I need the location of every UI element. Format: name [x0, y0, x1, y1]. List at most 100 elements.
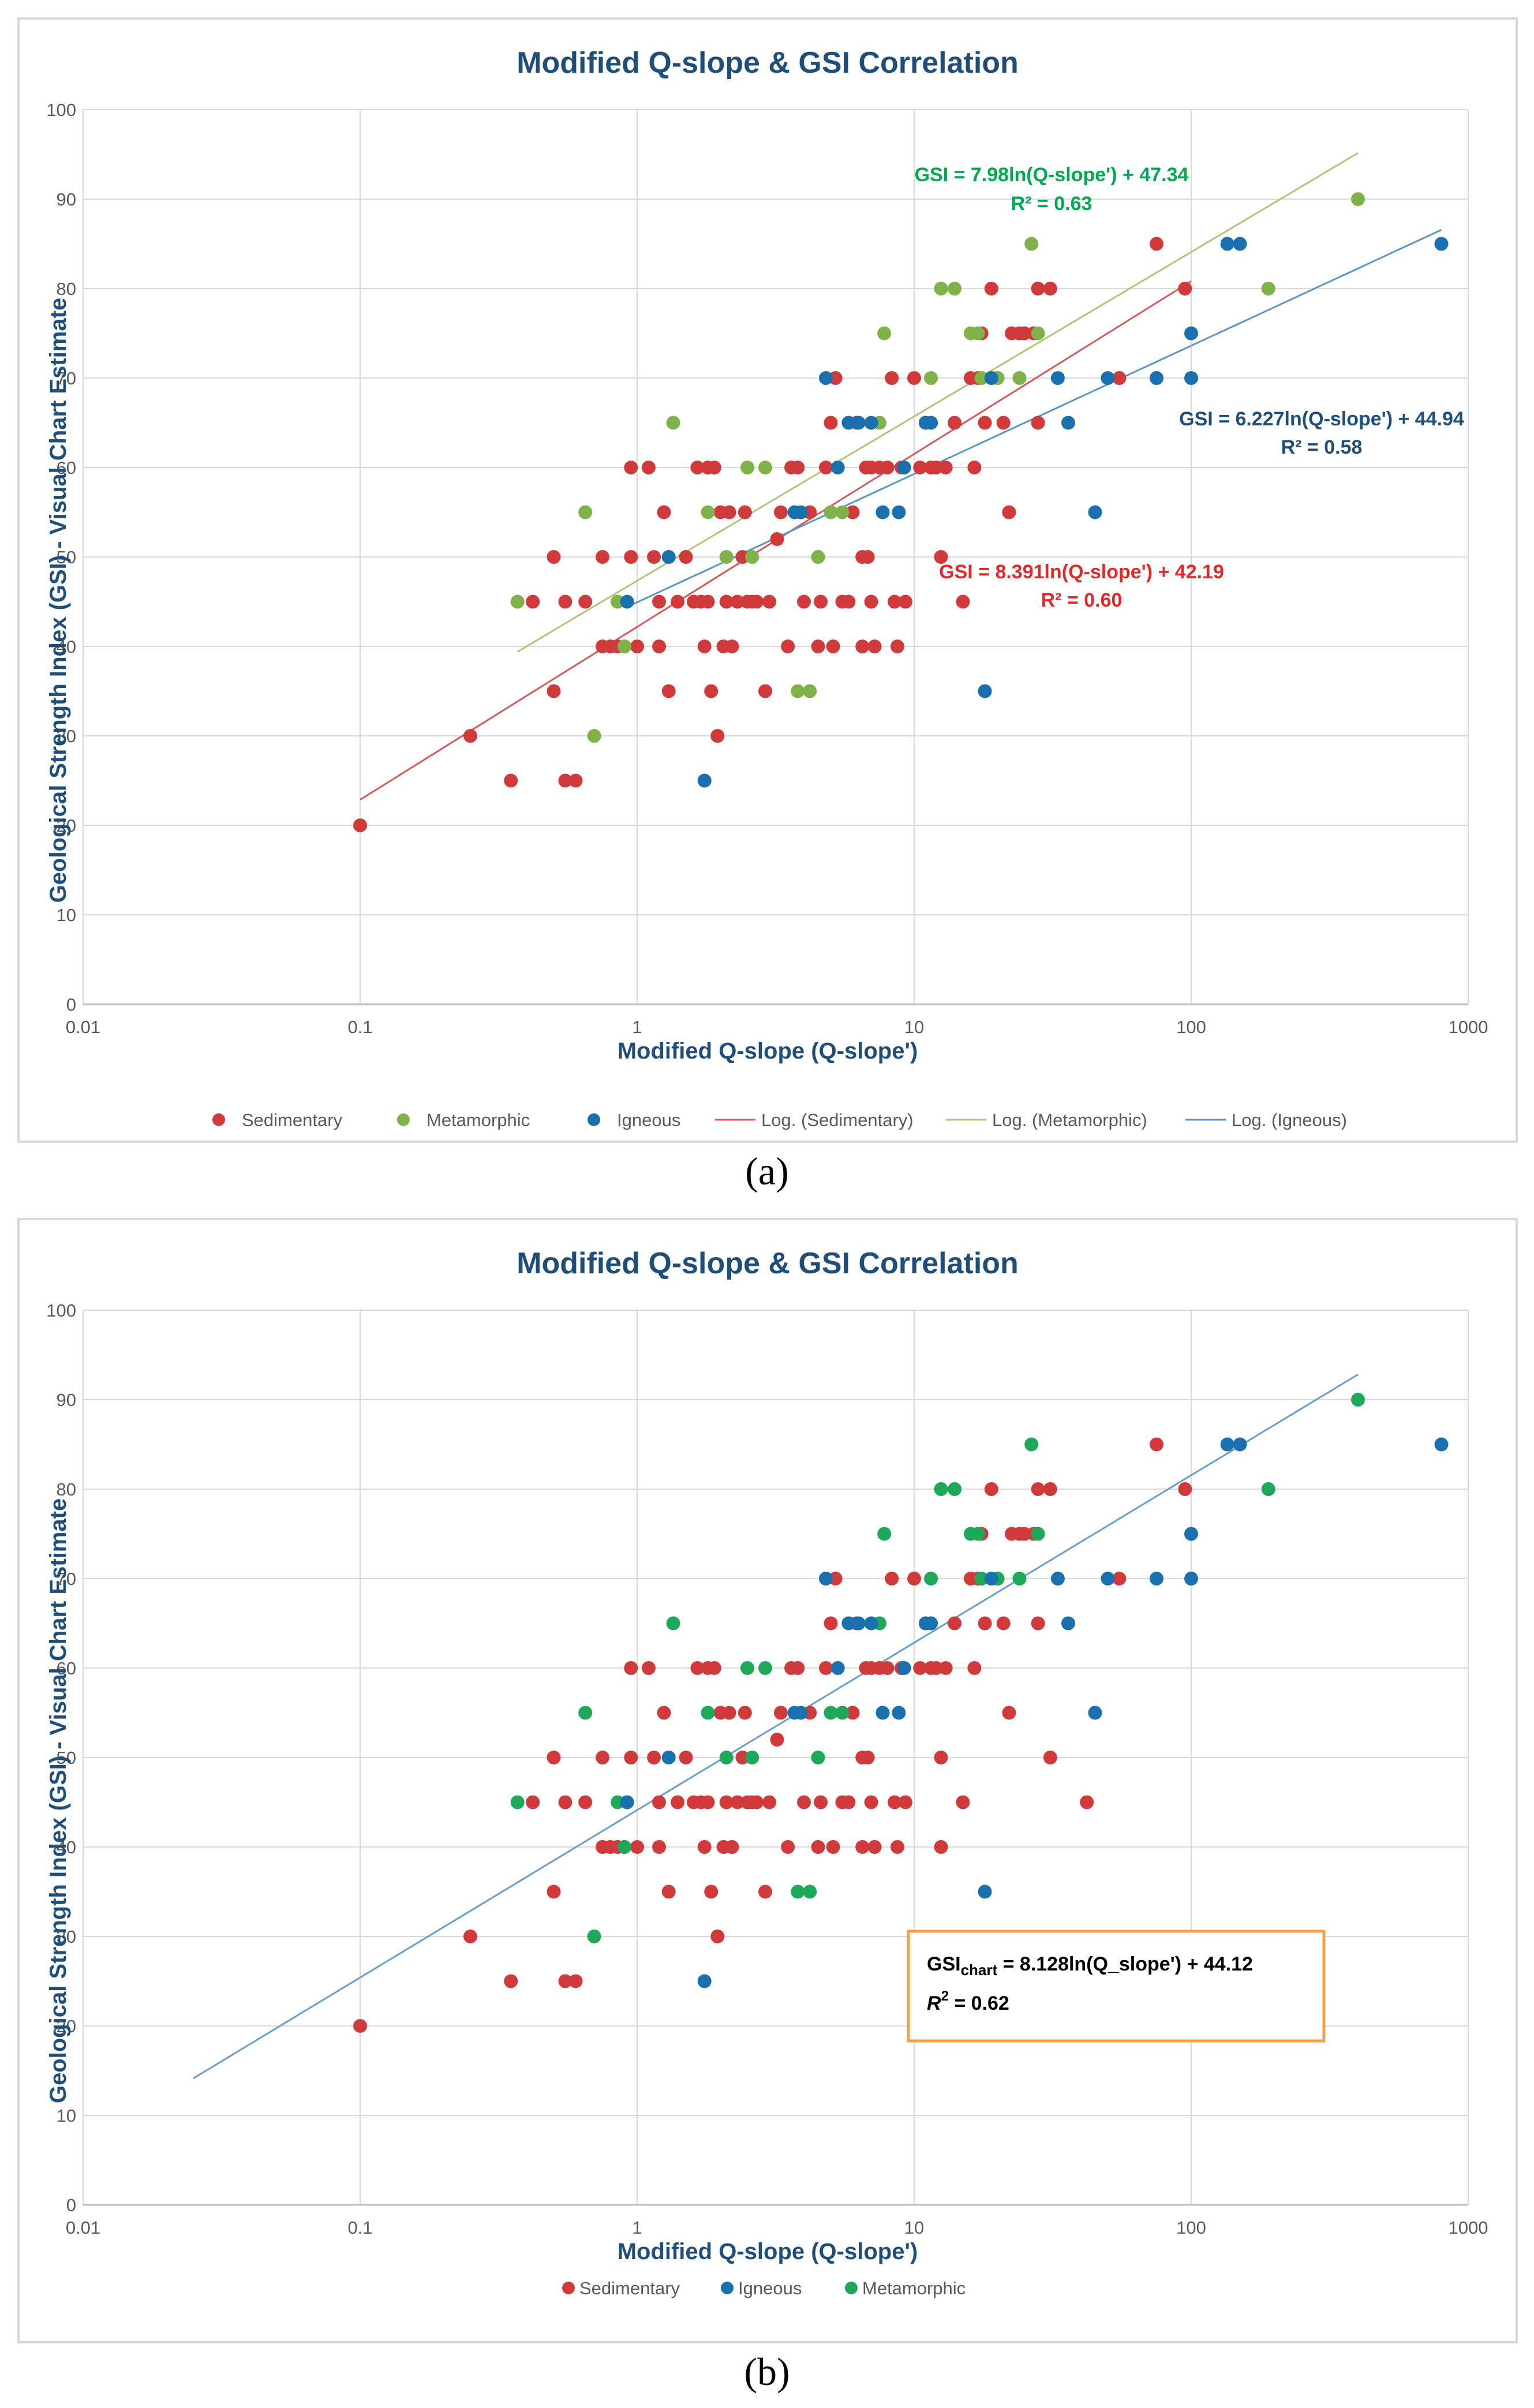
igneous-point-17 — [1050, 371, 1065, 385]
sedimentary-point-34 — [710, 729, 725, 743]
metamorphic-point-1 — [578, 1706, 593, 1720]
sedimentary-point-18 — [641, 1661, 656, 1675]
igneous-point-19 — [1088, 1706, 1102, 1720]
equation-subscript: chart — [961, 1961, 998, 1979]
metamorphic-point-25 — [1012, 371, 1027, 385]
igneous-point-25 — [1233, 1437, 1247, 1452]
metamorphic-point-18 — [924, 1572, 938, 1586]
x-tick-label-0.1: 0.1 — [347, 2218, 372, 2238]
metamorphic-point-8 — [740, 461, 754, 474]
sedimentary-point-22 — [657, 505, 671, 519]
sedimentary-point-86 — [948, 416, 962, 430]
metamorphic-point-6 — [701, 1706, 715, 1720]
sedimentary-point-84 — [934, 550, 948, 564]
axis-ticks: 0 10 20 30 40 50 60 70 80 90 100 0.01 0.1 1 10 100 1000 — [46, 100, 1488, 1037]
metamorphic-point-29 — [1351, 192, 1365, 206]
sedimentary-point-68 — [860, 1751, 875, 1764]
sedimentary-point-57 — [819, 461, 833, 474]
legend-label-log-metamorphic: Log. (Metamorphic) — [992, 1110, 1147, 1130]
sedimentary-point-86 — [948, 1616, 962, 1631]
igneous-point-26 — [1434, 1437, 1449, 1452]
metamorphic-point-8 — [740, 1661, 754, 1675]
gridlines — [83, 1310, 1469, 2206]
igneous-point-0 — [620, 594, 634, 609]
sedimentary-point-89 — [967, 1661, 982, 1675]
sedimentary-point-80 — [913, 1661, 927, 1675]
legend-label-log-sedimentary: Log. (Sedimentary) — [761, 1110, 914, 1130]
igneous-point-8 — [851, 1616, 866, 1631]
metamorphic-point-19 — [934, 1482, 948, 1496]
sedimentary-point-3 — [526, 1795, 540, 1809]
sedimentary-point-95 — [996, 416, 1011, 430]
y-tick-label-0: 0 — [66, 994, 76, 1015]
sedimentary-point-79 — [907, 1572, 921, 1586]
sedimentary-point-75 — [888, 1795, 902, 1809]
metamorphic-point-7 — [719, 1751, 734, 1764]
y-tick-label-80: 80 — [57, 279, 76, 299]
sedimentary-point-46 — [758, 1884, 772, 1899]
metamorphic-point-17 — [877, 326, 892, 341]
igneous-point-20 — [1101, 371, 1115, 385]
sedimentary-point-30 — [701, 1795, 715, 1809]
igneous-point-25 — [1233, 237, 1247, 251]
sedimentary-point-83 — [929, 461, 943, 474]
sedimentary-point-87 — [956, 1795, 970, 1809]
legend: Sedimentary Igneous Metamorphic — [562, 2278, 966, 2298]
sedimentary-point-52 — [791, 461, 805, 474]
chart-title: Modified Q-slope & GSI Correlation — [517, 1247, 1019, 1280]
sedimentary-point-0 — [353, 818, 367, 832]
equation-r: R — [927, 1992, 941, 2014]
sedimentary-point-76 — [891, 640, 904, 653]
metamorphic-point-18 — [924, 371, 938, 385]
igneous-point-17 — [1050, 1572, 1065, 1586]
metamorphic-point-19 — [934, 282, 948, 296]
metamorphic-point-23 — [974, 371, 989, 385]
igneous-point-2 — [697, 773, 712, 788]
sedimentary-point-105 — [1150, 237, 1163, 251]
metamorphic-point-6 — [701, 505, 715, 519]
sedimentary-point-0 — [353, 2019, 367, 2033]
sedimentary-point-101 — [1031, 282, 1045, 296]
sedimentary-point-15 — [624, 550, 638, 564]
y-tick-label-100: 100 — [46, 100, 76, 120]
legend-label-igneous: Igneous — [738, 2278, 802, 2298]
sedimentary-point-45 — [750, 1795, 764, 1809]
y-tick-label-50: 50 — [57, 547, 76, 567]
sedimentary-point-49 — [773, 1706, 788, 1720]
sedimentary-point-45 — [750, 594, 764, 609]
sedimentary-point-7 — [558, 1974, 573, 1988]
metamorphic-point-0 — [510, 594, 525, 609]
sedimentary-point-47 — [762, 594, 776, 609]
sedimentary-point-32 — [704, 1884, 719, 1899]
metamorphic-point-14 — [824, 1706, 838, 1720]
y-tick-label-70: 70 — [57, 368, 76, 388]
legend: Sedimentary Metamorphic Igneous Log. (Se… — [212, 1110, 1347, 1130]
sedimentary-point-4 — [547, 1884, 561, 1899]
sedimentary-point-37 — [719, 1795, 734, 1809]
metamorphic-point-2 — [587, 1930, 601, 1943]
sedimentary-point-20 — [652, 1795, 666, 1809]
sedimentary-point-63 — [845, 1706, 860, 1720]
annotation-metamorphic-eq: GSI = 7.98ln(Q-slope') + 47.34 — [915, 164, 1189, 186]
data-points — [353, 1393, 1449, 2033]
igneous-point-14 — [924, 1616, 938, 1631]
sedimentary-point-50 — [781, 640, 795, 653]
sedimentary-point-102 — [1031, 1616, 1045, 1631]
sedimentary-point-6 — [558, 594, 573, 609]
metamorphic-point-12 — [803, 684, 817, 698]
sedimentary-point-52 — [791, 1661, 805, 1675]
sedimentary-point-50 — [781, 1840, 795, 1854]
equation-line-2: R2 = 0.62 — [927, 1988, 1009, 2014]
sedimentary-point-22 — [657, 1706, 671, 1720]
igneous-point-26 — [1434, 237, 1449, 251]
sedimentary-point-107 — [1043, 1751, 1057, 1764]
metamorphic-point-9 — [745, 550, 759, 564]
x-tick-label-10: 10 — [904, 2218, 924, 2238]
annotation-igneous-eq: GSI = 6.227ln(Q-slope') + 44.94 — [1179, 408, 1464, 430]
sedimentary-point-33 — [707, 1661, 721, 1675]
sedimentary-point-5 — [547, 1751, 561, 1764]
gridlines — [83, 109, 1469, 1005]
caption-b: (b) — [744, 2350, 790, 2394]
x-tick-label-1: 1 — [632, 1017, 642, 1037]
sedimentary-point-3 — [526, 594, 540, 609]
